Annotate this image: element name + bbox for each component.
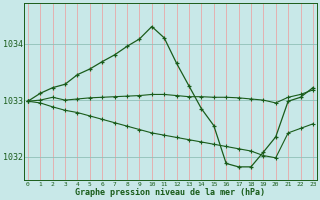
X-axis label: Graphe pression niveau de la mer (hPa): Graphe pression niveau de la mer (hPa) — [76, 188, 265, 197]
